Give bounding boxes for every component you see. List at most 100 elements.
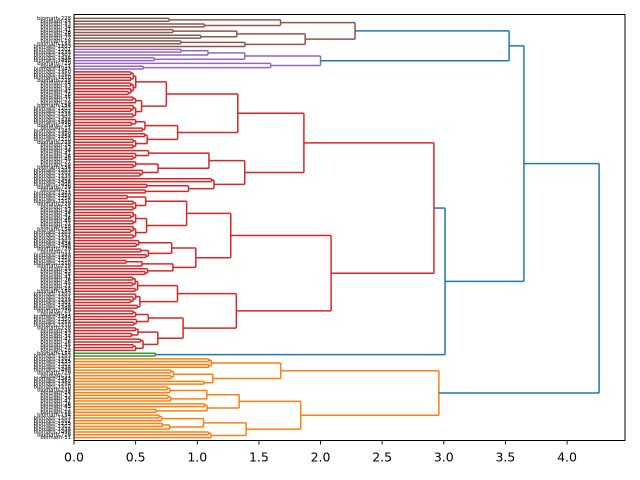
x-tick-label: 2.5 (372, 450, 392, 465)
leaf-label: biomath-1302 (34, 176, 71, 182)
leaf-label: biomath-1498 (34, 244, 72, 250)
leaf-label: biomath-1434 (34, 55, 72, 61)
leaf-label: biomath-729 (37, 247, 71, 253)
dendrogram-links (74, 17, 600, 439)
leaf-label: biomath-11 (40, 250, 71, 256)
leaf-label: biomath-228 (37, 264, 72, 270)
leaf-label: biomath-729 (37, 432, 71, 438)
leaf-label: biomath-1203 (34, 292, 71, 298)
leaf-label: biomath-1498 (34, 430, 72, 436)
leaf-label: biomath-1434 (34, 241, 72, 247)
leaf-label: biomath-18 (40, 100, 71, 106)
x-tick-label: 0.5 (126, 450, 146, 465)
leaf-label: biomath-729 (37, 185, 71, 191)
leaf-label: biomath-1350 (34, 255, 72, 261)
leaf-label: biomath-34 (40, 24, 71, 30)
leaf-label: biomath-11 (40, 311, 71, 317)
leaf-label: biomath-1350 (34, 131, 72, 137)
leaf-label: biomath-1434 (34, 117, 72, 123)
leaf-label: biomath-729 (37, 370, 71, 376)
leaf-label: biomath-1203 (34, 416, 71, 422)
leaf-label: biomath-1302 (34, 114, 71, 120)
leaf-label: biomath-1210 (34, 323, 72, 329)
leaf-label: biomath-27 (40, 345, 71, 351)
plot-frame (73, 14, 626, 441)
leaf-label: biomath-45 (40, 157, 71, 163)
leaf-label: biomath-1343 (34, 376, 71, 382)
leaf-label: biomath-45 (40, 33, 71, 39)
leaf-label: biomath-26 (40, 30, 71, 36)
leaf-label: biomath-24 (40, 81, 71, 87)
leaf-label: biomath-41 (40, 27, 71, 33)
leaf-label: biomath-11 (40, 64, 71, 70)
leaf-label: biomath-41 (40, 337, 71, 343)
leaf-label: biomath-1235 (34, 359, 71, 365)
leaf-label: biomath-1498 (34, 182, 72, 188)
leaf-label: biomath-11 (40, 126, 71, 132)
leaf-label: biomath-1302 (34, 424, 71, 430)
leaf-label: biomath-1343 (34, 252, 71, 258)
leaf-label: biomath-1210 (34, 385, 72, 391)
leaf-label: biomath-18 (40, 286, 71, 292)
leaf-label: biomath-1302 (34, 362, 71, 368)
leaf-label: biomath-27 (40, 221, 71, 227)
leaf-label: biomath-33 (40, 331, 71, 337)
leaf-label: biomath-1254 (34, 320, 72, 326)
leaf-label: biomath-1254 (34, 134, 72, 140)
leaf-label: biomath-33 (40, 84, 71, 90)
x-tick-label: 3.5 (495, 450, 515, 465)
leaf-label: biomath-1343 (34, 67, 71, 73)
leaf-label: biomath-27 (40, 283, 71, 289)
leaf-label: biomath-1254 (34, 382, 72, 388)
leaf-label: biomath-11 (40, 435, 71, 441)
leaf-label: biomath-33 (40, 22, 71, 28)
leaf-label: biomath-1343 (34, 129, 71, 135)
leaf-label: biomath-729 (37, 123, 71, 129)
leaf-label: biomath-26 (40, 154, 71, 160)
leaf-label: biomath-1343 (34, 190, 71, 196)
leaf-label: biomath-33 (40, 207, 71, 213)
leaf-label: biomath-1434 (34, 365, 72, 371)
leaf-label: biomath-24 (40, 205, 71, 211)
x-tick-label: 1.0 (187, 450, 207, 465)
leaf-label: biomath-1302 (34, 238, 71, 244)
leaf-label: biomath-154 (37, 227, 72, 233)
leaf-label: biomath-27 (40, 159, 71, 165)
leaf-label: biomath-18 (40, 410, 71, 416)
leaf-label: biomath-45 (40, 219, 71, 225)
x-axis: 0.0 0.5 1.0 1.5 2.0 2.5 3.0 3.5 4.0 (64, 440, 577, 465)
leaf-label: biomath-1302 (34, 53, 71, 59)
leaf-label: biomath-1343 (34, 314, 71, 320)
leaf-label: biomath-228 (37, 325, 72, 331)
leaf-label: biomath-1235 (34, 112, 71, 118)
leaf-label: biomath-26 (40, 401, 71, 407)
x-tick-label: 2.0 (311, 450, 331, 465)
leaf-label: biomath-1235 (34, 297, 71, 303)
leaf-label: biomath-24 (40, 19, 71, 25)
leaf-label: biomath-1434 (34, 303, 72, 309)
leaf-label: biomath-1302 (34, 300, 71, 306)
leaf-label: biomath-11 (40, 373, 71, 379)
x-tick-label: 4.0 (557, 450, 577, 465)
leaf-label: biomath-33 (40, 269, 71, 275)
leaf-label: biomath-27 (40, 98, 71, 104)
leaf-label: biomath-729 (37, 61, 71, 67)
leaf-label: biomath-228 (37, 387, 72, 393)
leaf-label: biomath-41 (40, 89, 71, 95)
leaf-label: biomath-11 (40, 188, 71, 194)
leaf-label: biomath-27 (40, 407, 71, 413)
leaf-label: biomath-1201 (34, 109, 71, 115)
leaf-label: biomath-26 (40, 216, 71, 222)
leaf-label: biomath-34 (40, 148, 71, 154)
leaf-label: biomath-1203 (34, 44, 71, 50)
leaf-labels: biomath-228biomath-24biomath-33biomath-3… (34, 16, 72, 441)
leaf-label: biomath-26 (40, 278, 71, 284)
leaf-label: biomath-1201 (34, 418, 71, 424)
leaf-label: biomath-1210 (34, 137, 72, 143)
leaf-label: biomath-34 (40, 396, 71, 402)
leaf-label: biomath-729 (37, 309, 71, 315)
leaf-label: biomath-1235 (34, 421, 71, 427)
leaf-label: biomath-1434 (34, 427, 72, 433)
leaf-label: biomath-41 (40, 213, 71, 219)
leaf-label: biomath-33 (40, 145, 71, 151)
